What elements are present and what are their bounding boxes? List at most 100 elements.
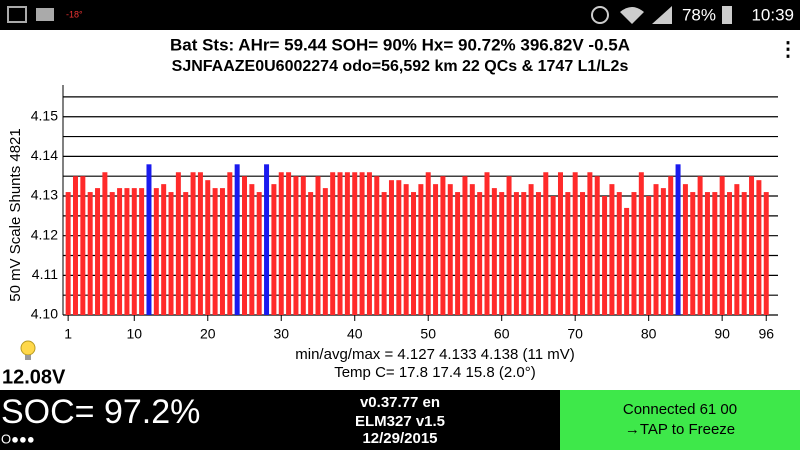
bar <box>528 184 534 315</box>
y-tick-label: 4.11 <box>32 266 58 282</box>
bar <box>308 192 314 315</box>
bar <box>749 176 755 315</box>
bar <box>183 192 189 315</box>
bar <box>256 192 262 315</box>
bar <box>344 172 350 315</box>
header-line: SJNFAAZE0U6002274 odo=56,592 km 22 QCs &… <box>172 58 629 75</box>
bulb-icon <box>20 340 36 356</box>
bar <box>117 188 123 315</box>
battery-icon <box>722 6 732 24</box>
bar <box>462 176 468 315</box>
x-tick-label: 70 <box>567 326 583 342</box>
bar <box>609 184 615 315</box>
menu-button[interactable]: ⋮ <box>778 38 798 60</box>
temp-stats: Temp C= 17.8 17.4 15.8 (2.0°) <box>334 364 536 381</box>
bar <box>175 172 181 315</box>
bar <box>727 192 732 315</box>
bar <box>72 176 78 315</box>
bar <box>131 188 137 315</box>
freeze-button[interactable]: →TAP to Freeze <box>625 421 735 438</box>
bar <box>411 192 417 315</box>
bar <box>697 176 703 315</box>
bar <box>161 184 167 315</box>
bar <box>381 192 387 315</box>
bar <box>271 184 277 315</box>
bar <box>499 192 505 315</box>
bar <box>388 180 394 315</box>
connection-status: Connected 61 00 <box>623 401 737 418</box>
bar <box>535 192 541 315</box>
bar <box>264 164 270 315</box>
bar <box>359 172 365 315</box>
bar <box>734 184 740 315</box>
bar <box>521 192 527 315</box>
x-tick-label: 1 <box>64 326 72 342</box>
bar <box>124 188 130 315</box>
bar <box>653 184 659 315</box>
wifi-icon <box>620 7 644 24</box>
bulb-base <box>25 355 31 360</box>
header-line: Bat Sts: AHr= 59.44 SOH= 90% Hx= 90.72% … <box>170 35 630 54</box>
bar <box>646 196 652 315</box>
bar <box>763 192 769 315</box>
bar <box>403 184 409 315</box>
bar <box>95 188 101 315</box>
bar <box>315 176 321 315</box>
bar <box>286 172 292 315</box>
bar <box>477 192 483 315</box>
bar <box>146 164 152 315</box>
bar <box>455 192 461 315</box>
bar <box>396 180 402 315</box>
bar <box>433 184 439 315</box>
bar <box>440 176 446 315</box>
x-tick-label: 20 <box>200 326 216 342</box>
bar <box>153 188 159 315</box>
bar <box>212 188 218 315</box>
bar <box>65 192 71 315</box>
x-tick-label: 96 <box>758 326 774 342</box>
mail-icon <box>36 8 54 21</box>
signal-icon <box>652 6 672 24</box>
clock: 10:39 <box>751 5 794 24</box>
soc: SOC= 97.2% <box>1 393 200 431</box>
bar <box>484 172 490 315</box>
y-axis-title: 50 mV Scale Shunts 4821 <box>7 128 24 301</box>
bar <box>690 192 696 315</box>
bar <box>704 192 710 315</box>
bar <box>580 192 586 315</box>
bar <box>682 184 688 315</box>
connection-panel[interactable] <box>560 390 800 450</box>
chart: 4.10 4.11 4.12 4.13 4.14 4.15 1 10 20 30 40 50 60 70 8… <box>31 85 778 342</box>
bar <box>197 172 203 315</box>
bar <box>550 196 556 315</box>
adapter: ELM327 v1.5 <box>355 413 445 430</box>
version: v0.37.77 en <box>360 394 440 411</box>
footer-panel <box>0 390 560 450</box>
bar <box>87 192 93 315</box>
bar <box>418 184 424 315</box>
y-tick-label: 4.12 <box>31 226 58 242</box>
bar <box>557 172 563 315</box>
battery-percent: 78% <box>682 5 716 24</box>
bar <box>668 176 674 315</box>
bar <box>352 172 358 315</box>
bar <box>322 188 328 315</box>
bar <box>109 192 115 315</box>
bar <box>469 184 475 315</box>
bar <box>190 172 196 315</box>
bar <box>594 176 600 315</box>
bar <box>366 172 372 315</box>
bar <box>616 192 622 315</box>
bar <box>572 172 578 315</box>
bar <box>293 176 299 315</box>
bar <box>506 176 512 315</box>
aux-voltage: 12.08V <box>2 366 66 388</box>
bar <box>219 188 225 315</box>
bar <box>719 176 725 315</box>
alarm-icon <box>591 6 609 24</box>
bar <box>741 192 747 315</box>
bar <box>631 192 637 315</box>
x-tick-label: 80 <box>641 326 657 342</box>
bar <box>447 184 453 315</box>
